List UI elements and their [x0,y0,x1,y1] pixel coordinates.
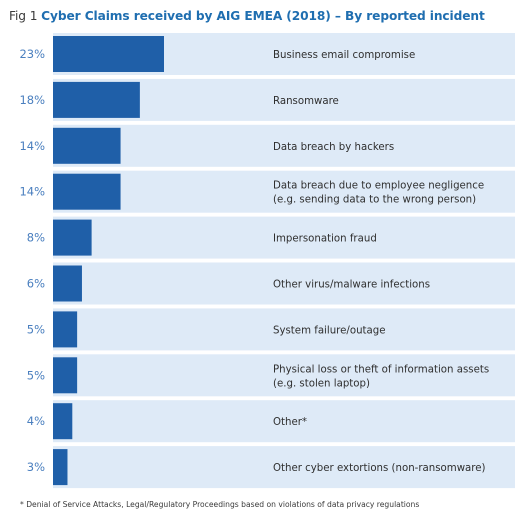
bar [53,449,68,486]
bar [53,81,140,118]
category-label: Other* [273,417,307,428]
category-label: Ransomware [273,96,339,107]
category-label: Business email compromise [273,50,415,61]
value-label: 14% [19,185,45,199]
chart-row: 4% Other* [27,400,515,443]
chart-title-main: Cyber Claims received by AIG EMEA (2018) [41,9,331,23]
category-label: Data breach by hackers [273,142,394,153]
footnote: * Denial of Service Attacks, Legal/Regul… [20,500,420,509]
value-label: 3% [27,460,45,474]
value-label: 14% [19,139,45,153]
row-background [53,216,515,259]
value-label: 4% [27,414,45,428]
bar [53,36,164,72]
chart-title-sub: – By reported incident [330,9,485,23]
category-label: (e.g. sending data to the wrong person) [273,195,476,206]
category-label: Other cyber extortions (non-ransomware) [273,463,486,474]
chart-row: 5% System failure/outage [27,308,515,351]
chart-row: 6% Other virus/malware infections [27,262,515,305]
bar [53,219,92,256]
value-label: 8% [27,231,45,245]
row-background [53,170,515,213]
chart-row: 5% Physical loss or theft of information … [27,354,515,397]
bar [53,357,78,394]
value-label: 5% [27,368,45,382]
category-label: Physical loss or theft of information as… [273,364,489,375]
row-background [53,308,515,351]
bar [53,265,82,302]
chart-row: 3% Other cyber extortions (non-ransomware… [27,446,515,489]
category-label: System failure/outage [273,325,386,336]
category-label: Data breach due to employee negligence [273,181,484,192]
value-label: 18% [19,93,45,107]
chart-row: 23% Business email compromise [19,33,515,75]
bar [53,127,121,164]
figure-number: Fig 1 [9,9,42,23]
row-background [53,446,515,489]
bar [53,403,73,440]
row-background [53,400,515,443]
category-label: Other virus/malware infections [273,280,430,291]
row-background [53,124,515,167]
chart-title: Fig 1 Cyber Claims received by AIG EMEA … [9,7,514,25]
category-label: Impersonation fraud [273,234,377,245]
chart-row: 14% Data breach by hackers [19,124,515,167]
value-label: 23% [19,47,45,61]
chart-row: 14% Data breach due to employee negligenc… [19,170,515,213]
bar [53,311,78,348]
row-background [53,262,515,305]
chart-row: 18% Ransomware [19,78,515,121]
bar [53,173,121,210]
value-label: 6% [27,277,45,291]
chart-row: 8% Impersonation fraud [27,216,515,259]
row-background [53,354,515,397]
value-label: 5% [27,322,45,336]
category-label: (e.g. stolen laptop) [273,378,370,389]
